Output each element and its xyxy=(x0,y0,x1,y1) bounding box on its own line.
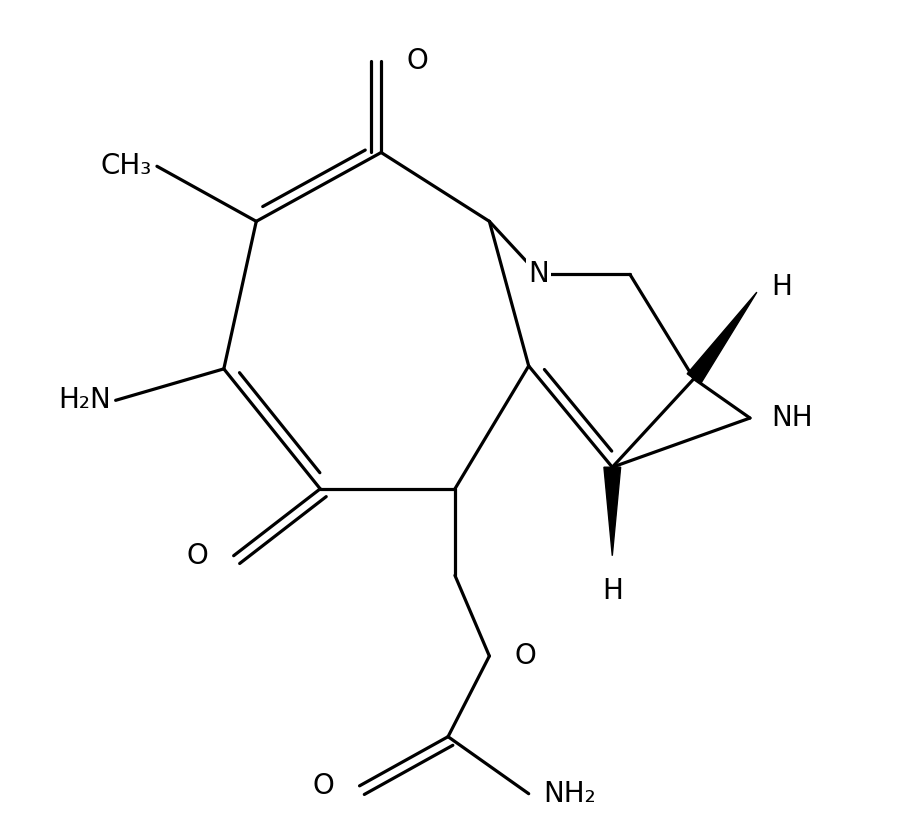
Text: N: N xyxy=(529,260,549,288)
Text: O: O xyxy=(187,542,208,570)
Text: O: O xyxy=(407,47,428,75)
Polygon shape xyxy=(604,467,621,556)
Text: O: O xyxy=(515,642,537,670)
Text: H: H xyxy=(771,273,793,302)
Text: CH₃: CH₃ xyxy=(101,152,152,181)
Polygon shape xyxy=(687,292,757,384)
Text: H: H xyxy=(602,577,622,606)
Text: H₂N: H₂N xyxy=(58,386,111,414)
Text: O: O xyxy=(312,772,334,800)
Text: NH: NH xyxy=(771,404,814,432)
Text: NH₂: NH₂ xyxy=(543,780,596,808)
